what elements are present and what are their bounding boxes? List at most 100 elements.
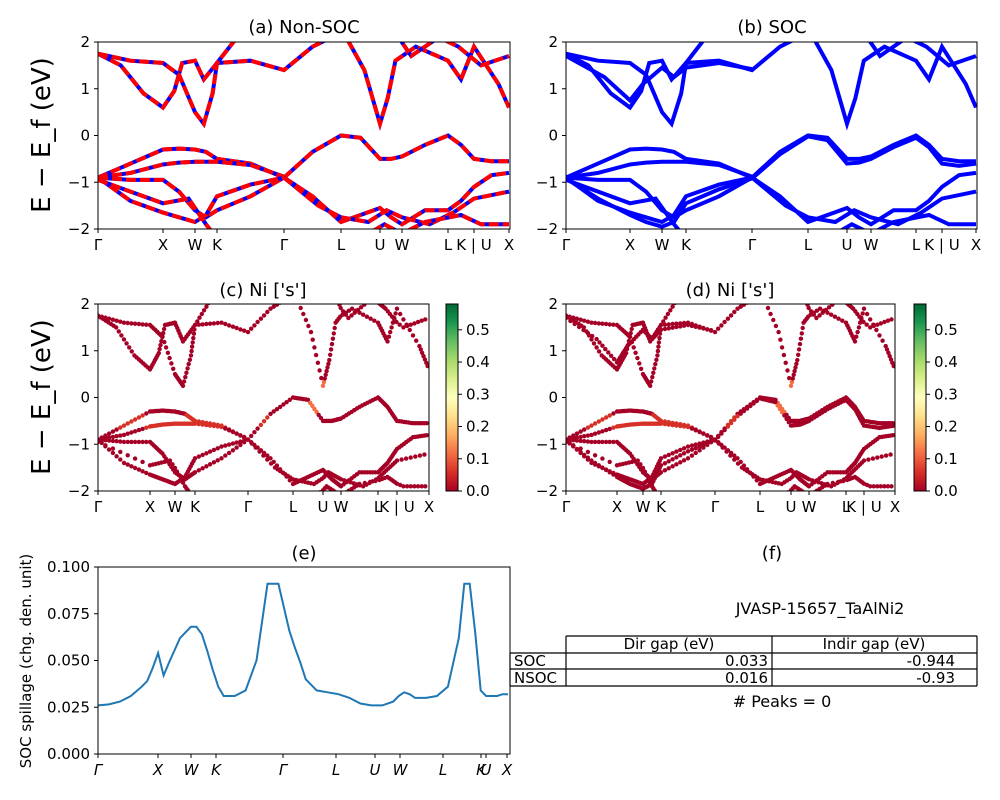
band-point [773,400,778,405]
panel-c-yticks: −2 −1 0 1 2 [68,295,98,500]
band-point [705,433,710,438]
band-point [238,439,243,444]
band-point [678,423,683,429]
band-point [196,421,201,427]
band-point [705,327,710,332]
band-point [705,441,710,446]
band-point [132,439,138,445]
band-point [719,431,724,436]
xtick-label: W [184,761,200,779]
band-point [868,325,873,330]
band-point [670,457,675,462]
band-point [666,326,671,331]
band-point [418,347,423,352]
band-point [566,438,569,443]
xtick-label: K | U [379,498,414,516]
band-down-1 [98,42,236,129]
band-point [773,498,777,502]
band-point [809,492,813,496]
band-point [136,321,142,327]
band-point [398,311,403,317]
band-point [125,439,130,445]
band-point [189,492,193,496]
band-point [408,322,413,327]
band-point [657,335,662,341]
xtick-label: K [190,498,201,516]
band-point [129,430,134,435]
band-point [335,296,339,300]
band-point [864,311,870,317]
band-point [674,321,679,326]
colorbar-tick-label: 0.5 [934,321,958,339]
band-point [589,458,594,463]
band-point [226,442,232,447]
band-point [685,322,691,328]
band-point [798,336,804,341]
band-point [268,461,274,466]
band-point [708,328,714,333]
panel-d-yticks: −2 −1 0 1 2 [536,295,566,500]
band-point [685,444,691,449]
band-point [219,444,224,449]
xtick-label: K [656,498,667,516]
band-point [183,374,188,380]
band-point [124,341,129,346]
colorbar-tick-label: 0.2 [466,418,490,436]
band-point [336,299,340,303]
band-point [603,321,609,327]
ytick-label: −1 [536,173,558,191]
band-point [242,434,247,440]
band-point [663,315,668,320]
ytick-label: −2 [536,482,558,500]
band-point [836,297,840,301]
ytick-label: 2 [548,33,558,51]
band-point [689,443,695,448]
band-point [185,366,190,371]
band-point [712,438,718,443]
band-point [590,333,595,339]
band-point [394,319,399,325]
band-point [592,453,598,458]
band-point [341,492,345,496]
band-point [878,484,883,489]
band-point [735,414,740,419]
xtick-label: Γ [94,498,103,516]
band-point [589,432,594,438]
band-point [662,421,668,427]
band-point [162,339,167,345]
band-point [346,308,352,313]
band-point [315,492,319,496]
band-point [662,461,668,466]
band-point [581,327,586,333]
xtick-label: W [655,236,670,254]
band-point [674,455,679,460]
band-point [140,413,145,418]
xtick-label: X [158,236,168,254]
band-point [841,478,846,484]
band-point [268,306,273,311]
band-point [637,361,642,366]
band-point [781,352,787,358]
colorbar-tick-label: 0.5 [466,321,490,339]
band-point [592,431,598,436]
band-point [189,344,195,349]
xtick-label: U [375,236,386,254]
band-point [103,315,108,320]
band-point [689,447,695,452]
band-point [424,360,429,365]
band-point [199,311,204,317]
band-point [596,419,601,424]
colorbar-tick-label: 0.1 [466,450,490,468]
band-point [180,480,186,485]
ytick-label: 0.075 [47,605,90,623]
band-point [796,352,801,357]
table-row-soc-indir: -0.944 [907,652,955,670]
band-point [281,402,286,407]
panel-e-ylabel: SOC spillage (chg. den. unit) [17,554,35,769]
band-point [861,458,867,463]
band-soc-14 [750,134,977,181]
band-point [301,311,306,317]
band-point [178,476,184,482]
band-point [720,445,725,450]
